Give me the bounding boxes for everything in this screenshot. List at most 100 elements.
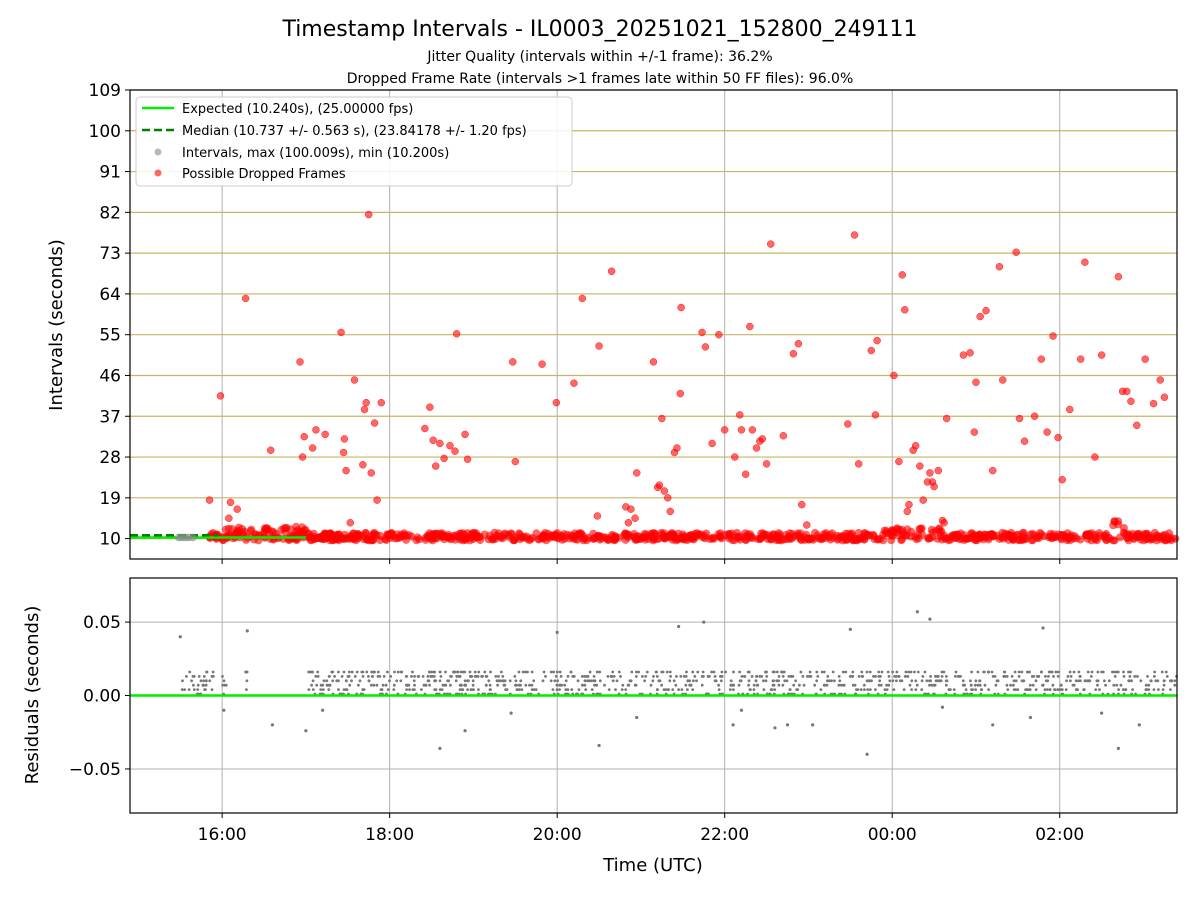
residual-point (1016, 688, 1020, 691)
residual-point (438, 746, 442, 750)
residual-point (197, 675, 201, 678)
residual-point (542, 670, 546, 674)
residual-point (837, 683, 841, 687)
residual-point (819, 688, 823, 691)
residual-point (634, 675, 638, 678)
dropped-frame-point (320, 529, 329, 538)
residual-point (970, 670, 973, 674)
dropped-frame-point (538, 360, 546, 368)
dropped-frame-point (578, 534, 587, 543)
residual-point (350, 670, 354, 674)
residual-point (583, 679, 587, 683)
top-y-tick-label: 28 (99, 448, 121, 468)
residual-point (1136, 675, 1139, 678)
dropped-frame-point (300, 432, 308, 441)
dropped-frame-point (903, 507, 912, 516)
residual-point (717, 683, 720, 687)
dropped-frame-point (1122, 387, 1131, 396)
residual-point (388, 679, 391, 683)
residual-point (669, 675, 672, 678)
residual-point (995, 679, 999, 683)
residual-point (187, 688, 191, 691)
residual-point (712, 670, 716, 674)
dropped-frame-point (676, 389, 685, 398)
dropped-frame-point (370, 419, 379, 427)
residual-point (319, 683, 323, 687)
dropped-frame-point (594, 531, 603, 540)
residual-point (1072, 670, 1076, 674)
residual-point (860, 675, 864, 678)
residual-point (1137, 723, 1141, 727)
dropped-frame-point (570, 379, 578, 387)
dropped-frame-point (369, 536, 377, 545)
residual-point (502, 679, 506, 683)
residual-point (731, 723, 735, 727)
residual-point (1047, 675, 1050, 678)
residual-point (188, 670, 192, 674)
residual-point (1044, 675, 1047, 678)
residual-point (991, 723, 995, 727)
dropped-frame-point (279, 534, 288, 543)
dropped-frame-point (1037, 355, 1046, 363)
residual-point (787, 675, 791, 678)
residual-point (1086, 670, 1090, 674)
residual-point (1127, 679, 1131, 683)
dropped-frame-point (1114, 520, 1123, 529)
residual-point (1002, 670, 1006, 674)
residual-point (563, 683, 566, 687)
dropped-frame-point (360, 405, 369, 414)
dropped-frame-point (552, 398, 561, 407)
residual-point (410, 675, 413, 678)
residual-point (1096, 670, 1100, 674)
residual-point (1122, 675, 1126, 678)
dropped-frame-point (997, 533, 1006, 542)
residual-point (1145, 688, 1149, 691)
dropped-frame-point (876, 534, 885, 543)
dropped-frame-point (1168, 534, 1176, 543)
residual-point (993, 675, 997, 678)
dropped-frame-point (386, 531, 395, 540)
residual-point (969, 683, 973, 687)
residual-point (496, 683, 499, 687)
residual-point (357, 683, 360, 687)
dropped-frame-point (1097, 351, 1106, 359)
residual-point (887, 675, 891, 678)
residual-point (700, 683, 704, 687)
residual-point (619, 675, 622, 678)
dropped-frame-point (624, 530, 633, 539)
residual-point (1046, 679, 1050, 683)
residual-point (1034, 688, 1038, 691)
residual-point (893, 675, 896, 678)
residual-point (413, 675, 416, 678)
residual-point (719, 675, 722, 678)
residual-point (427, 670, 431, 674)
residual-point (316, 670, 320, 674)
residual-point (505, 688, 509, 691)
top-y-tick-label: 73 (99, 244, 121, 264)
residual-point (914, 688, 918, 691)
residual-point (925, 679, 929, 683)
residual-point (1060, 688, 1063, 691)
residual-point (427, 679, 431, 683)
residual-point (1064, 688, 1068, 691)
residual-point (762, 679, 765, 683)
residual-point (895, 670, 899, 674)
residual-point (772, 683, 776, 687)
top-y-tick-label: 64 (99, 285, 121, 305)
dropped-frame-point (982, 306, 990, 315)
residual-point (644, 675, 648, 678)
residual-point (595, 670, 599, 674)
legend-intervals-swatch (154, 148, 162, 156)
residual-point (874, 688, 877, 691)
residual-point (190, 679, 194, 683)
residual-point (872, 675, 875, 678)
residual-point (891, 670, 894, 674)
residual-point (556, 679, 559, 683)
x-tick-label: 18:00 (365, 825, 414, 845)
residual-point (806, 675, 809, 678)
residual-point (702, 620, 706, 624)
residual-point (982, 670, 986, 674)
residual-point (607, 688, 611, 691)
residual-point (1133, 675, 1137, 678)
dropped-frame-point (484, 535, 493, 544)
